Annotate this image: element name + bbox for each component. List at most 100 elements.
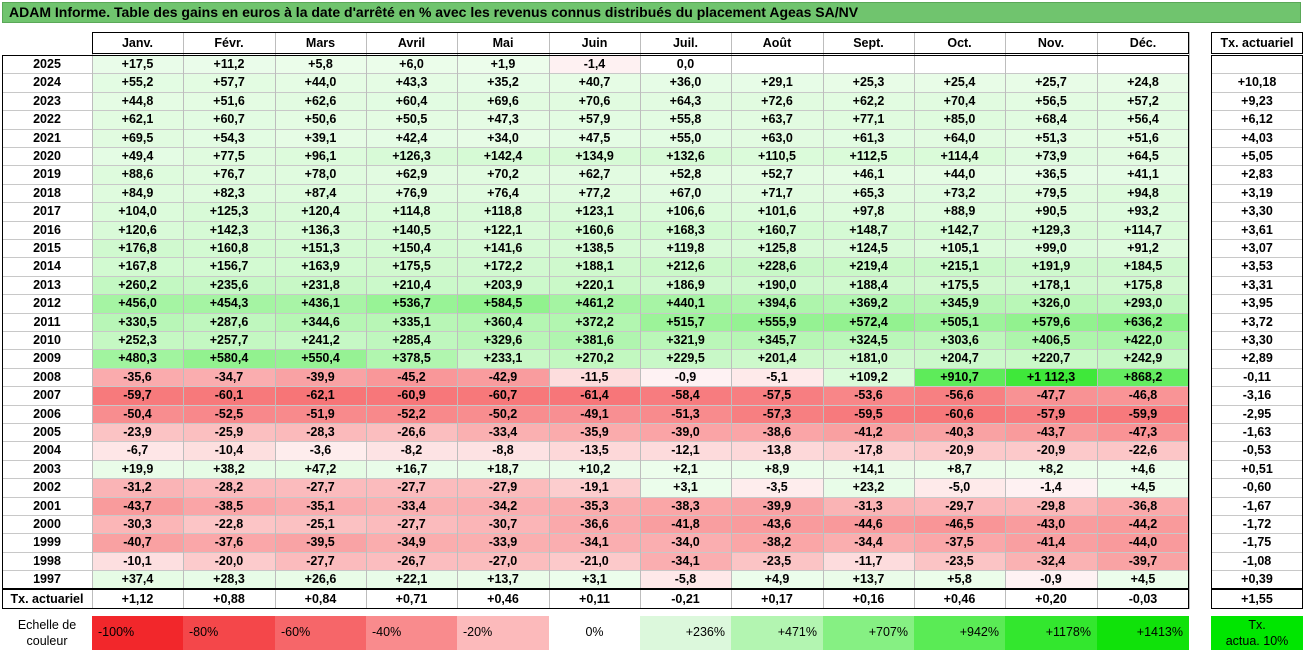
table-cell: -49,1 <box>549 404 640 423</box>
actuarial-cell: +3,53 <box>1241 259 1273 274</box>
table-cell: -33,4 <box>366 496 457 515</box>
table-cell: -1,4 <box>549 55 640 74</box>
actuarial-cell: -1,75 <box>1242 535 1272 550</box>
table-cell: +67,0 <box>640 183 731 203</box>
table-cell: -36,6 <box>549 515 640 534</box>
year-label: 2010 <box>33 333 61 347</box>
table-cell: +70,4 <box>914 91 1005 111</box>
table-cell: -38,5 <box>183 496 275 515</box>
table-cell: -6,7 <box>92 441 183 460</box>
table-cell: -27,0 <box>457 551 549 571</box>
table-cell: -34,4 <box>823 533 914 552</box>
table-cell: +17,5 <box>92 55 183 74</box>
table-cell: +1,9 <box>457 55 549 74</box>
table-cell: -27,7 <box>366 515 457 534</box>
table-cell: +57,7 <box>183 73 275 92</box>
footer-cell: -0,21 <box>671 592 700 606</box>
table-cell: +51,6 <box>1097 128 1189 147</box>
table-cell: +580,4 <box>183 349 275 368</box>
table-cell: -23,5 <box>731 551 823 571</box>
table-cell: -29,8 <box>1005 496 1097 515</box>
table-cell: +72,6 <box>731 91 823 111</box>
actuarial-cell: -0,60 <box>1242 480 1272 495</box>
table-cell: +91,2 <box>1097 239 1189 258</box>
table-cell: -58,4 <box>640 386 731 405</box>
table-cell: -34,7 <box>183 367 275 387</box>
year-label: 2023 <box>33 93 61 108</box>
table-cell: +94,8 <box>1097 183 1189 203</box>
table-cell: +77,5 <box>183 147 275 166</box>
table-cell <box>1005 55 1097 74</box>
table-cell: +175,8 <box>1097 275 1189 295</box>
table-cell: -59,7 <box>92 386 183 405</box>
table-cell: +176,8 <box>92 239 183 258</box>
footer-total: +1,55 <box>1241 592 1273 606</box>
table-cell: +5,8 <box>275 55 366 74</box>
table-cell: +114,4 <box>914 147 1005 166</box>
table-cell: +85,0 <box>914 110 1005 129</box>
footer-cell: +0,84 <box>304 592 337 606</box>
table-cell: +52,7 <box>731 165 823 184</box>
table-cell: +228,6 <box>731 257 823 276</box>
year-label: 2008 <box>33 369 61 384</box>
table-cell: +235,6 <box>183 275 275 295</box>
footer-cell: +0,46 <box>487 592 519 606</box>
table-cell: +321,9 <box>640 331 731 350</box>
table-cell: -57,9 <box>1005 404 1097 423</box>
table-cell: +233,1 <box>457 349 549 368</box>
table-cell: +184,5 <box>1097 257 1189 276</box>
table-cell: +257,7 <box>183 331 275 350</box>
table-cell: +461,2 <box>549 294 640 313</box>
table-cell: -50,4 <box>92 404 183 423</box>
table-cell: -31,3 <box>823 496 914 515</box>
table-cell: +142,4 <box>457 147 549 166</box>
table-cell: +167,8 <box>92 257 183 276</box>
table-cell: +42,4 <box>366 128 457 147</box>
table-cell: +293,0 <box>1097 294 1189 313</box>
table-cell: -28,3 <box>275 423 366 442</box>
table-cell: +10,2 <box>549 459 640 479</box>
table-cell: -11,7 <box>823 551 914 571</box>
table-cell: -38,2 <box>731 533 823 552</box>
table-cell: +104,0 <box>92 202 183 221</box>
table-cell: +536,7 <box>366 294 457 313</box>
footer-cell: +0,88 <box>213 592 245 606</box>
table-cell: -42,9 <box>457 367 549 387</box>
actuarial-cell: +3,95 <box>1241 296 1273 311</box>
table-cell: -26,7 <box>366 551 457 571</box>
table-cell: +175,5 <box>366 257 457 276</box>
footer-cell: +0,71 <box>395 592 428 606</box>
table-cell: +69,6 <box>457 91 549 111</box>
actuarial-cell: +0,51 <box>1241 461 1273 476</box>
month-header: Déc. <box>1129 36 1157 50</box>
table-cell: +16,7 <box>366 459 457 479</box>
table-cell: -27,7 <box>366 478 457 497</box>
table-cell: +47,2 <box>275 459 366 479</box>
table-cell: +6,0 <box>366 55 457 74</box>
table-cell: +4,5 <box>1097 570 1189 589</box>
actuarial-cell: +3,07 <box>1241 241 1273 255</box>
table-cell: +285,4 <box>366 331 457 350</box>
table-cell: +73,9 <box>1005 147 1097 166</box>
table-cell: +25,3 <box>823 73 914 92</box>
table-cell: -3,5 <box>731 478 823 497</box>
table-cell: +381,6 <box>549 331 640 350</box>
table-cell: +50,5 <box>366 110 457 129</box>
footer-cell: +0,46 <box>943 592 976 606</box>
table-cell: +99,0 <box>1005 239 1097 258</box>
actuarial-cell: -1,08 <box>1242 553 1272 568</box>
table-cell: +156,7 <box>183 257 275 276</box>
table-cell: +124,5 <box>823 239 914 258</box>
table-cell: +186,9 <box>640 275 731 295</box>
month-header: Oct. <box>947 36 972 50</box>
table-cell: +46,1 <box>823 165 914 184</box>
table-cell: +76,7 <box>183 165 275 184</box>
month-header: Juil. <box>672 36 698 50</box>
table-cell: -44,0 <box>1097 533 1189 552</box>
actuarial-cell: +3,19 <box>1241 185 1273 200</box>
year-label: 2001 <box>33 498 61 513</box>
table-cell: +39,1 <box>275 128 366 147</box>
table-cell: +138,5 <box>549 239 640 258</box>
table-cell: +69,5 <box>92 128 183 147</box>
month-header: Juin <box>581 36 608 50</box>
